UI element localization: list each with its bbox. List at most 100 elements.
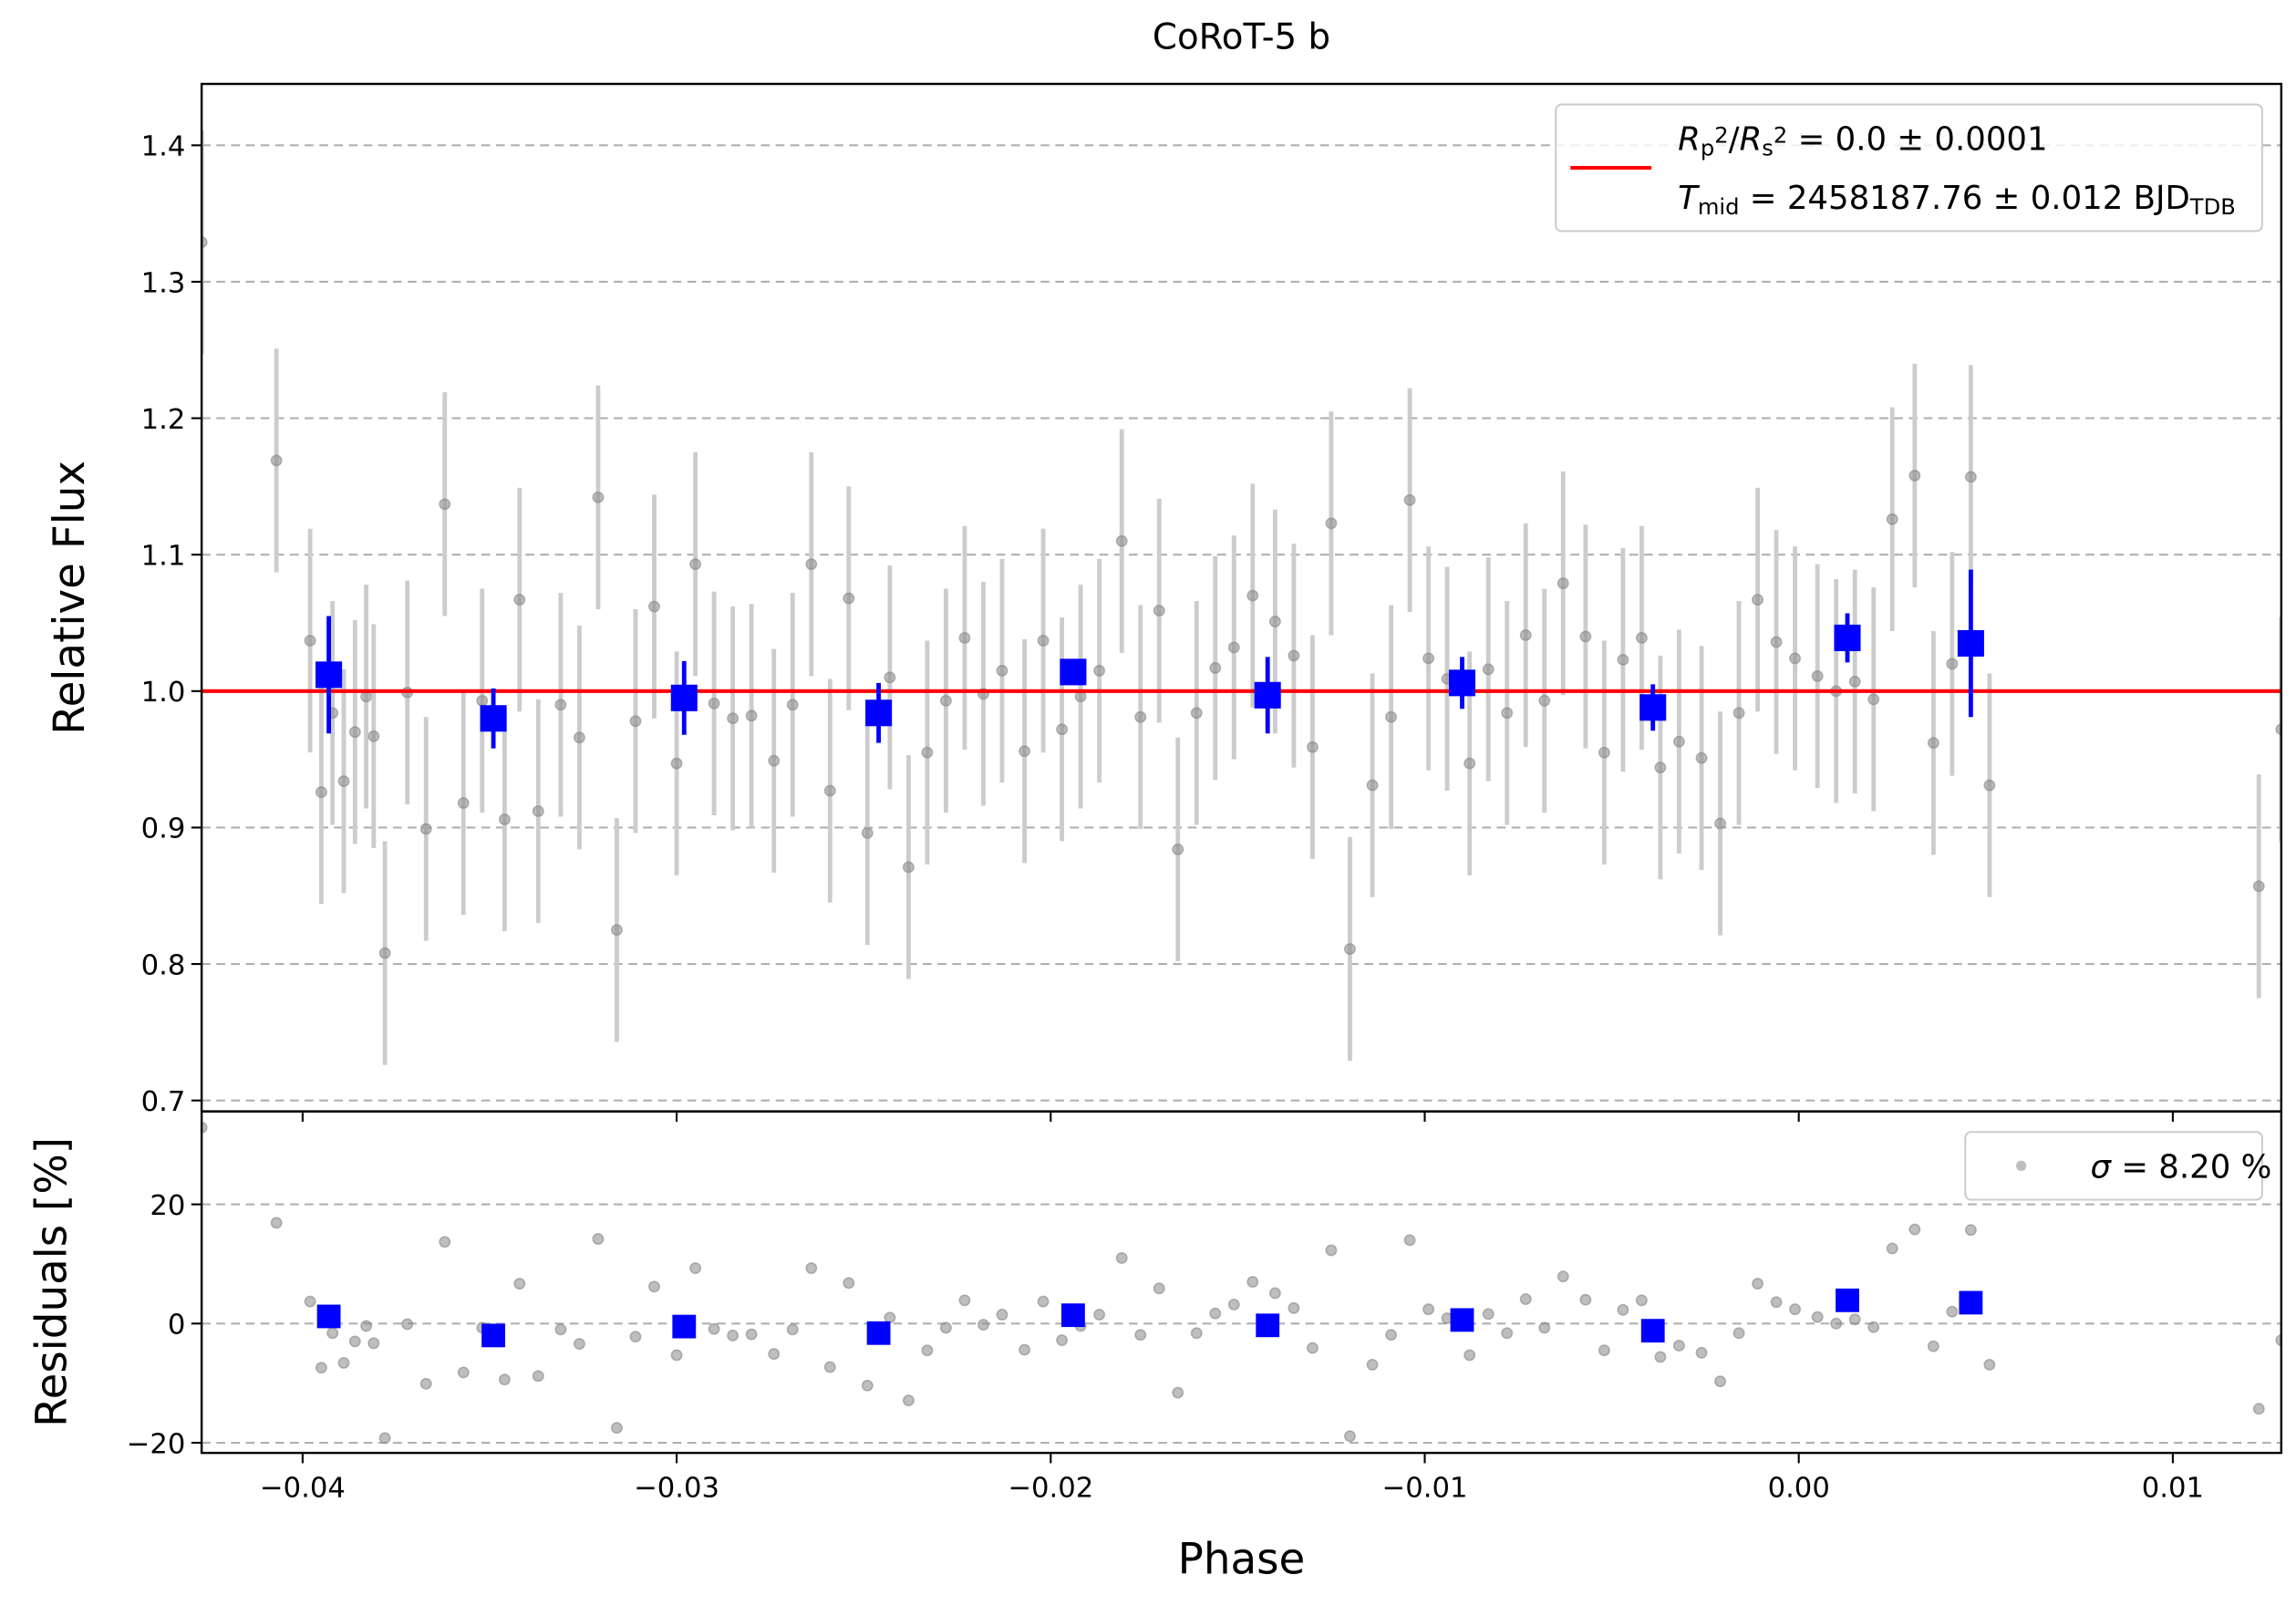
data-point	[360, 690, 373, 703]
data-point	[2275, 1334, 2281, 1347]
data-point	[1752, 1278, 1764, 1290]
legend-text-part: = 2458187.76 ± 0.012 BJD	[1740, 180, 2190, 217]
data-point	[554, 1323, 567, 1336]
plot-area	[202, 130, 2281, 1102]
data-point	[1093, 664, 1106, 677]
data-point	[554, 699, 567, 711]
data-point	[1732, 1327, 1745, 1340]
data-point	[708, 697, 720, 710]
data-point	[1927, 1340, 1939, 1352]
data-point	[1886, 513, 1898, 525]
data-point	[1557, 1270, 1569, 1283]
data-point	[1886, 1242, 1898, 1255]
data-point	[326, 1327, 339, 1340]
data-point	[727, 1329, 739, 1342]
data-point	[1366, 1358, 1379, 1371]
data-point	[1983, 1358, 1996, 1371]
data-point	[902, 1394, 915, 1407]
data-point	[439, 498, 451, 511]
binned-point	[1450, 1308, 1474, 1332]
data-point	[476, 694, 489, 707]
data-point	[1654, 1351, 1667, 1363]
data-point	[1752, 594, 1764, 606]
binned-point	[315, 661, 343, 689]
data-point	[1482, 663, 1494, 676]
data-point	[1019, 745, 1031, 758]
data-point	[1908, 1223, 1921, 1236]
data-point	[939, 1321, 952, 1334]
data-point	[1927, 737, 1939, 750]
data-point	[304, 635, 316, 647]
data-point	[498, 813, 511, 825]
data-point	[1654, 762, 1667, 774]
data-point	[1714, 817, 1727, 830]
data-point	[513, 1278, 526, 1290]
data-point	[1056, 723, 1069, 736]
data-point	[532, 805, 544, 817]
data-point	[805, 1262, 818, 1274]
data-point	[823, 784, 836, 797]
legend-text-part: R	[1678, 121, 1701, 159]
data-point	[1153, 1282, 1165, 1295]
data-point	[592, 491, 605, 503]
axes-frame	[200, 1110, 2283, 1455]
data-point	[270, 454, 283, 467]
y-tick-label: 1.1	[141, 541, 186, 573]
binned-point	[672, 1314, 697, 1339]
data-point	[1557, 577, 1569, 590]
data-point	[939, 694, 952, 707]
data-point	[1019, 1343, 1031, 1356]
data-point	[1617, 653, 1629, 666]
data-point	[1672, 735, 1685, 748]
data-point	[1519, 629, 1532, 641]
data-point	[378, 947, 391, 959]
data-point	[1343, 943, 1356, 956]
legend-text-part: 2	[1714, 122, 1728, 148]
binned-point	[1448, 669, 1476, 697]
data-point	[921, 746, 934, 759]
data-point	[1789, 1303, 1802, 1316]
data-point	[202, 1121, 208, 1134]
y-tick-label: 1.2	[141, 404, 186, 436]
data-point	[996, 1309, 1008, 1321]
data-point	[1463, 1349, 1476, 1362]
data-point	[1538, 1321, 1551, 1334]
data-point	[1209, 1307, 1222, 1320]
x-tick-label: −0.01	[1382, 1473, 1468, 1505]
data-point	[1501, 1327, 1514, 1340]
legend-text-part: T	[1678, 180, 1700, 217]
legend-text-part: s	[1762, 136, 1774, 161]
data-point	[1385, 710, 1398, 723]
legend-text: Tmid = 2458187.76 ± 0.012 BJDTDB	[1678, 180, 2236, 220]
data-point	[315, 1362, 327, 1374]
data-point	[1246, 1276, 1259, 1289]
x-tick-label: 0.00	[1768, 1473, 1830, 1505]
data-point	[378, 1432, 391, 1445]
data-point	[1037, 635, 1050, 647]
data-point	[1598, 746, 1610, 759]
binned-point	[1060, 658, 1087, 686]
data-point	[958, 1294, 971, 1307]
data-point	[1789, 652, 1802, 665]
data-point	[1422, 652, 1435, 665]
data-point	[573, 731, 585, 744]
data-point	[611, 1422, 623, 1435]
data-point	[532, 1370, 544, 1383]
data-point	[648, 600, 660, 613]
data-point	[1134, 1329, 1147, 1342]
x-tick-label: −0.03	[634, 1473, 719, 1505]
data-point	[958, 632, 971, 644]
data-point	[1115, 1251, 1128, 1264]
binned-point	[1959, 1290, 1983, 1315]
data-point	[348, 726, 361, 739]
data-point	[786, 1323, 799, 1336]
data-point	[202, 236, 208, 249]
data-point	[1964, 471, 1977, 483]
binned-point	[1836, 1288, 1859, 1312]
data-point	[768, 1348, 781, 1361]
data-point	[1463, 757, 1476, 770]
binned-point	[865, 699, 893, 727]
data-point	[884, 671, 896, 684]
legend-text-part: 2	[1774, 122, 1787, 148]
